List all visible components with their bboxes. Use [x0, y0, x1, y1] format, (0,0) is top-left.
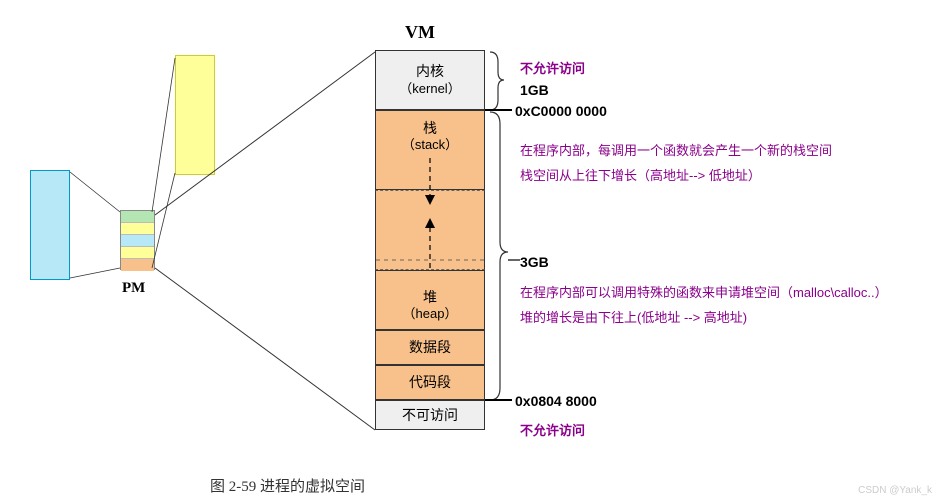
pm-label: PM — [122, 280, 145, 297]
pm-strip-row — [121, 235, 154, 247]
pm-right-block — [175, 55, 215, 175]
stack-sub: （stack） — [402, 137, 458, 154]
figure-caption: 图 2-59 进程的虚拟空间 — [210, 475, 365, 496]
kernel-sub: （kernel） — [399, 81, 460, 98]
brace-main — [490, 112, 508, 400]
map-line-bottom — [155, 268, 375, 430]
kernel-size: 1GB — [520, 82, 549, 98]
pm-strip-row — [121, 211, 154, 223]
bottom-note: 不允许访问 — [520, 420, 585, 439]
mid-size: 3GB — [520, 254, 549, 270]
addr-08048000: 0x0804 8000 — [515, 393, 597, 409]
noaccess-label: 不可访问 — [402, 406, 458, 424]
stack-label: 栈 — [423, 119, 437, 137]
pm-strip-row — [121, 259, 154, 271]
pm-strip-row — [121, 223, 154, 235]
addr-c0000000: 0xC0000 0000 — [515, 103, 607, 119]
heap-note-2: 堆的增长是由下往上(低地址 --> 高地址) — [520, 307, 747, 326]
stack-note-2: 栈空间从上往下增长（高地址--> 低地址） — [520, 165, 761, 184]
pm-strip-row — [121, 247, 154, 259]
heap-note-1: 在程序内部可以调用特殊的函数来申请堆空间（malloc\calloc..） — [520, 282, 888, 301]
watermark: CSDN @Yank_k — [858, 485, 932, 496]
vm-segment-stack: 栈 （stack） — [375, 110, 485, 190]
pm-link-2b — [152, 173, 175, 268]
vm-segment-data: 数据段 — [375, 330, 485, 365]
pm-strip — [120, 210, 155, 270]
pm-link-1b — [70, 268, 120, 278]
heap-sub: （heap） — [403, 306, 458, 323]
vm-segment-code: 代码段 — [375, 365, 485, 400]
heap-label: 堆 — [423, 288, 437, 306]
vm-segment-heap: 堆 （heap） — [375, 270, 485, 330]
code-label: 代码段 — [409, 373, 451, 391]
vm-title: VM — [405, 22, 435, 43]
vm-segment-noaccess: 不可访问 — [375, 400, 485, 430]
vm-segment-gap — [375, 190, 485, 270]
brace-kernel — [490, 52, 504, 110]
kernel-note: 不允许访问 — [520, 58, 585, 77]
data-label: 数据段 — [409, 338, 451, 356]
vm-segment-kernel: 内核 （kernel） — [375, 50, 485, 110]
pm-link-1a — [70, 172, 120, 212]
pm-left-block — [30, 170, 70, 280]
stack-note-1: 在程序内部，每调用一个函数就会产生一个新的栈空间 — [520, 140, 832, 159]
pm-link-2a — [152, 58, 175, 212]
kernel-label: 内核 — [416, 62, 444, 80]
